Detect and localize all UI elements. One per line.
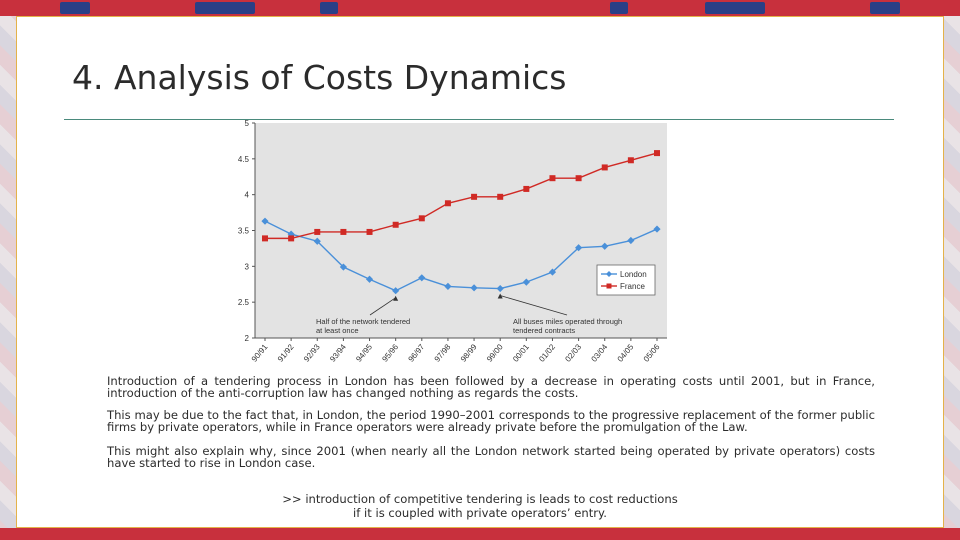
conclusion-line-1: >> introduction of competitive tendering… bbox=[282, 492, 678, 506]
london-series-line bbox=[264, 220, 658, 292]
x-tick-label: 01/02 bbox=[537, 342, 557, 364]
france-point bbox=[392, 221, 399, 228]
x-tick-label: 05/06 bbox=[642, 342, 662, 364]
y-tick-label: 4 bbox=[245, 191, 250, 200]
x-tick-labels: 90/91 91/92 92/93 93/94 94/95 95/96 96/97 97/98… bbox=[250, 338, 662, 364]
x-tick-label: 02/03 bbox=[563, 342, 583, 364]
annotation-arrow bbox=[500, 295, 568, 316]
x-tick-label: 04/05 bbox=[616, 342, 636, 364]
france-point bbox=[654, 150, 660, 157]
cost-dynamics-chart: 22.533.544.55 90/91 91/92 92/93 93/94 94/95 9… bbox=[238, 119, 667, 364]
x-tick-label: 91/92 bbox=[276, 342, 296, 364]
plot-area bbox=[255, 123, 667, 338]
x-tick-label: 98/99 bbox=[459, 342, 479, 364]
paragraph-3: This might also explain why, since 2001 … bbox=[107, 444, 875, 470]
legend-london-marker bbox=[606, 271, 612, 277]
annotation-line-1: All buses miles operated through bbox=[513, 317, 622, 326]
decorative-bottom-strip bbox=[0, 528, 960, 540]
x-tick-label: 92/93 bbox=[302, 342, 322, 364]
france-point bbox=[497, 193, 504, 200]
annotation-line-2: at least once bbox=[316, 326, 359, 335]
london-point bbox=[313, 237, 321, 245]
france-point bbox=[340, 228, 347, 235]
x-tick-label: 90/91 bbox=[250, 342, 270, 364]
london-point bbox=[522, 278, 530, 286]
y-tick-label: 2.5 bbox=[238, 298, 250, 307]
conclusion-text: >> introduction of competitive tendering… bbox=[270, 492, 690, 520]
x-tick-label: 03/04 bbox=[589, 342, 609, 364]
france-point bbox=[314, 228, 321, 235]
paragraph-2: This may be due to the fact that, in Lon… bbox=[107, 408, 875, 434]
decorative-top-strip bbox=[0, 0, 960, 16]
legend-france-marker bbox=[606, 283, 612, 289]
annotation-arrowhead bbox=[393, 295, 399, 301]
x-tick-label: 00/01 bbox=[511, 342, 531, 364]
annotation-line-1: Half of the network tendered bbox=[316, 317, 410, 326]
y-tick-label: 3.5 bbox=[238, 227, 250, 236]
x-tick-label: 93/94 bbox=[328, 342, 348, 364]
london-point bbox=[418, 274, 426, 282]
chart-legend: London France bbox=[596, 264, 656, 296]
france-point bbox=[262, 235, 268, 242]
y-tick-label: 5 bbox=[245, 119, 250, 128]
legend-london-label: London bbox=[620, 270, 647, 279]
y-tick-labels: 2 2.5 3 3.5 4 4.5 5 bbox=[238, 119, 255, 343]
london-point bbox=[627, 236, 635, 245]
x-tick-label: 96/97 bbox=[407, 342, 427, 364]
france-series-line bbox=[265, 152, 658, 240]
annotation-line-2: tendered contracts bbox=[513, 326, 575, 335]
y-tick-label: 2 bbox=[245, 334, 250, 343]
legend-box bbox=[596, 264, 656, 296]
france-point bbox=[627, 157, 634, 164]
title-divider bbox=[64, 119, 894, 120]
france-point bbox=[366, 228, 373, 235]
x-tick-label: 94/95 bbox=[354, 342, 374, 364]
london-point bbox=[261, 217, 269, 225]
x-tick-label: 95/96 bbox=[380, 342, 400, 364]
france-point bbox=[523, 185, 530, 192]
conclusion-line-2: if it is coupled with private operators’… bbox=[353, 506, 607, 520]
slide-title: 4. Analysis of Costs Dynamics bbox=[72, 58, 567, 97]
legend-france-label: France bbox=[620, 282, 645, 291]
y-tick-label: 4.5 bbox=[238, 155, 250, 164]
france-point bbox=[418, 215, 425, 222]
london-point bbox=[575, 244, 583, 252]
france-point bbox=[444, 200, 451, 207]
london-point bbox=[365, 275, 374, 283]
paragraph-1: Introduction of a tendering process in L… bbox=[107, 374, 875, 400]
annotation-arrow bbox=[369, 297, 396, 316]
london-point bbox=[496, 284, 504, 293]
london-point bbox=[653, 225, 661, 233]
france-point bbox=[288, 235, 295, 242]
france-point bbox=[471, 193, 478, 200]
france-point bbox=[575, 175, 582, 182]
london-point bbox=[601, 242, 609, 250]
france-point bbox=[601, 164, 608, 171]
france-point bbox=[549, 175, 556, 182]
x-tick-label: 99/00 bbox=[485, 342, 505, 364]
annotation-arrowhead bbox=[497, 293, 503, 299]
x-tick-label: 97/98 bbox=[433, 342, 453, 364]
y-tick-label: 3 bbox=[245, 262, 250, 271]
